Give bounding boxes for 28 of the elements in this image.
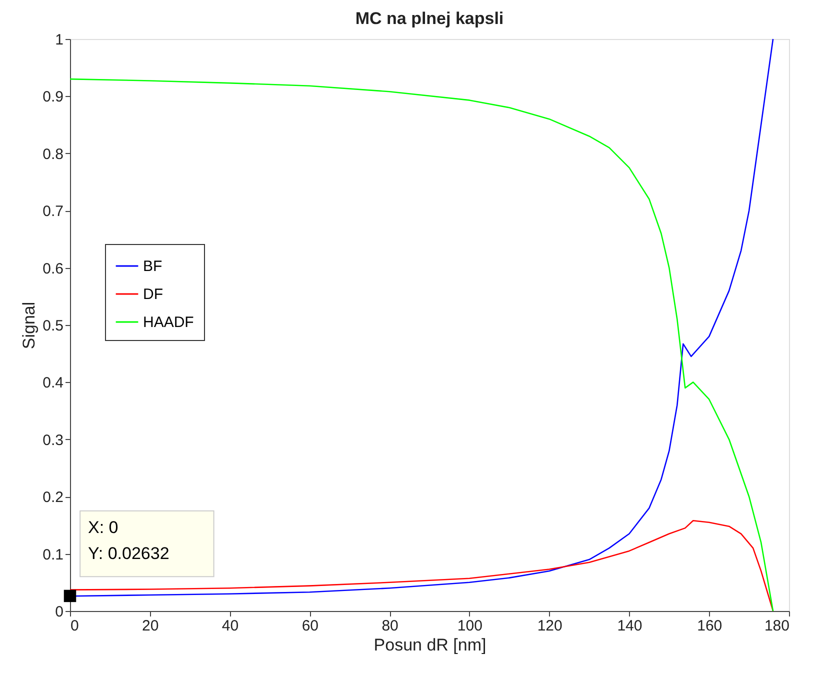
y-tick-label: 0.5 bbox=[42, 318, 64, 334]
annotation: X: 0 Y: 0.02632 bbox=[88, 518, 170, 564]
y-tick-label: 0.2 bbox=[42, 489, 64, 506]
legend-label: DF bbox=[143, 286, 163, 303]
x-tick-label: 80 bbox=[382, 618, 398, 634]
x-tick-label: 140 bbox=[617, 618, 642, 634]
x-tick-label: 180 bbox=[764, 618, 790, 634]
y-axis-title: Signal bbox=[20, 302, 39, 350]
y-tick-label: 0.6 bbox=[42, 260, 64, 278]
y-tick-label: 0.7 bbox=[42, 203, 64, 220]
x-axis-title: Posun dR [nm] bbox=[374, 636, 486, 654]
y-tick-label: 0.1 bbox=[42, 546, 64, 564]
y-tick-label: 0.4 bbox=[42, 374, 64, 392]
chart-title: MC na plnej kapsli bbox=[355, 9, 504, 28]
legend-label: BF bbox=[143, 258, 162, 275]
y-tick-label: 0.3 bbox=[42, 432, 64, 449]
legend-label: HAADF bbox=[143, 314, 194, 331]
y-tick-label: 1 bbox=[55, 32, 64, 48]
x-tick-label: 100 bbox=[457, 618, 482, 634]
x-tick-label: 160 bbox=[697, 618, 722, 634]
y-tick-label: 0.9 bbox=[42, 88, 64, 106]
x-tick-label: 40 bbox=[222, 618, 239, 634]
x-tick-label: 20 bbox=[142, 618, 159, 634]
y-tick-label: 0.8 bbox=[42, 146, 64, 163]
x-tick-label: 60 bbox=[302, 618, 319, 634]
x-tick-label: 120 bbox=[537, 618, 562, 634]
x-tick-label: 0 bbox=[70, 618, 79, 634]
y-tick-label: 0 bbox=[55, 604, 64, 620]
